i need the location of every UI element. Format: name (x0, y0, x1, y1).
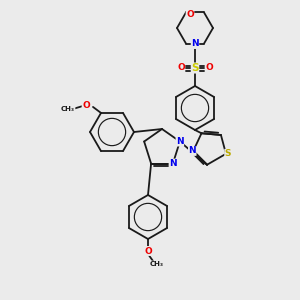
Text: O: O (205, 64, 213, 73)
Text: N: N (169, 159, 177, 168)
Text: O: O (82, 101, 90, 110)
Text: S: S (225, 149, 231, 158)
Text: N: N (191, 40, 199, 49)
Text: N: N (176, 137, 184, 146)
Text: N: N (188, 146, 196, 155)
Text: O: O (177, 64, 185, 73)
Text: O: O (144, 247, 152, 256)
Text: CH₃: CH₃ (150, 261, 164, 267)
Text: S: S (191, 63, 199, 73)
Text: CH₃: CH₃ (61, 106, 75, 112)
Text: O: O (186, 10, 194, 19)
